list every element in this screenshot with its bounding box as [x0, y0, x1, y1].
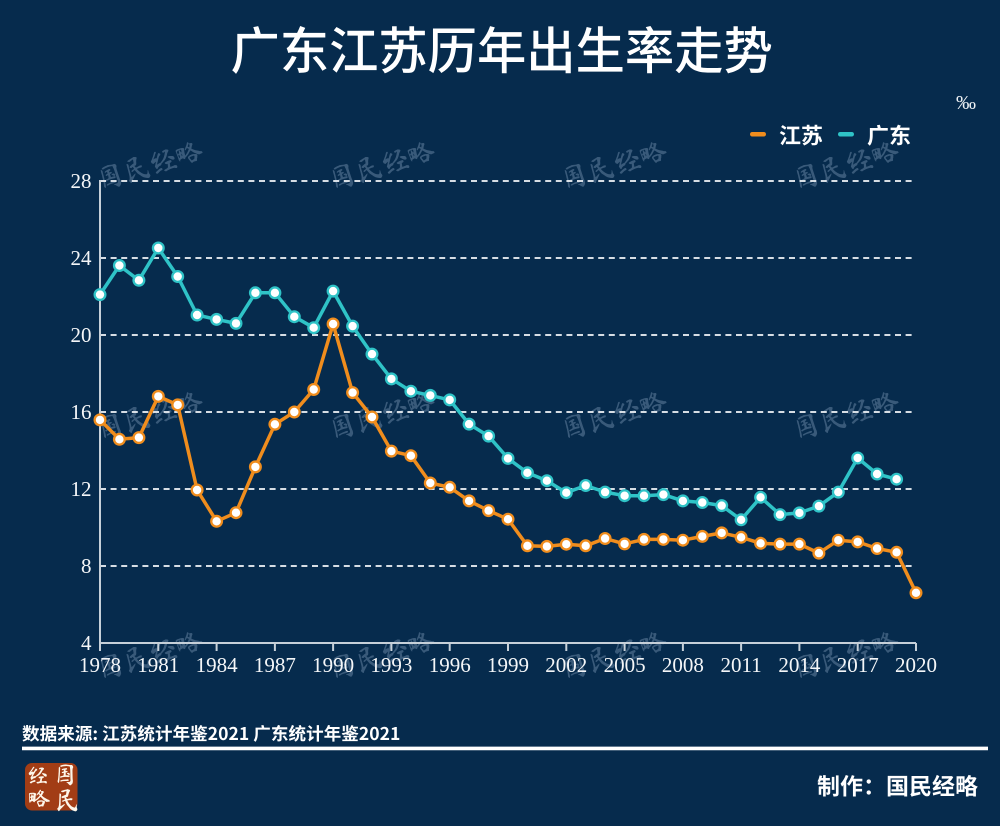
svg-text:24: 24: [71, 246, 93, 270]
svg-text:2011: 2011: [720, 653, 761, 677]
svg-text:2005: 2005: [604, 653, 646, 677]
svg-text:1999: 1999: [487, 653, 529, 677]
svg-text:‰: ‰: [956, 92, 976, 114]
svg-text:2008: 2008: [662, 653, 704, 677]
svg-text:2020: 2020: [895, 653, 937, 677]
svg-text:1981: 1981: [137, 653, 179, 677]
svg-text:2014: 2014: [778, 653, 821, 677]
svg-text:2002: 2002: [545, 653, 587, 677]
svg-text:1996: 1996: [429, 653, 471, 677]
svg-text:1993: 1993: [370, 653, 412, 677]
svg-text:20: 20: [71, 323, 92, 347]
svg-text:1984: 1984: [196, 653, 239, 677]
svg-text:1987: 1987: [254, 653, 296, 677]
svg-text:8: 8: [81, 554, 92, 578]
svg-text:1990: 1990: [312, 653, 354, 677]
svg-text:28: 28: [71, 169, 92, 193]
svg-text:2017: 2017: [837, 653, 879, 677]
svg-text:4: 4: [81, 631, 92, 655]
svg-text:1978: 1978: [79, 653, 121, 677]
svg-text:12: 12: [71, 477, 92, 501]
svg-text:16: 16: [71, 400, 92, 424]
